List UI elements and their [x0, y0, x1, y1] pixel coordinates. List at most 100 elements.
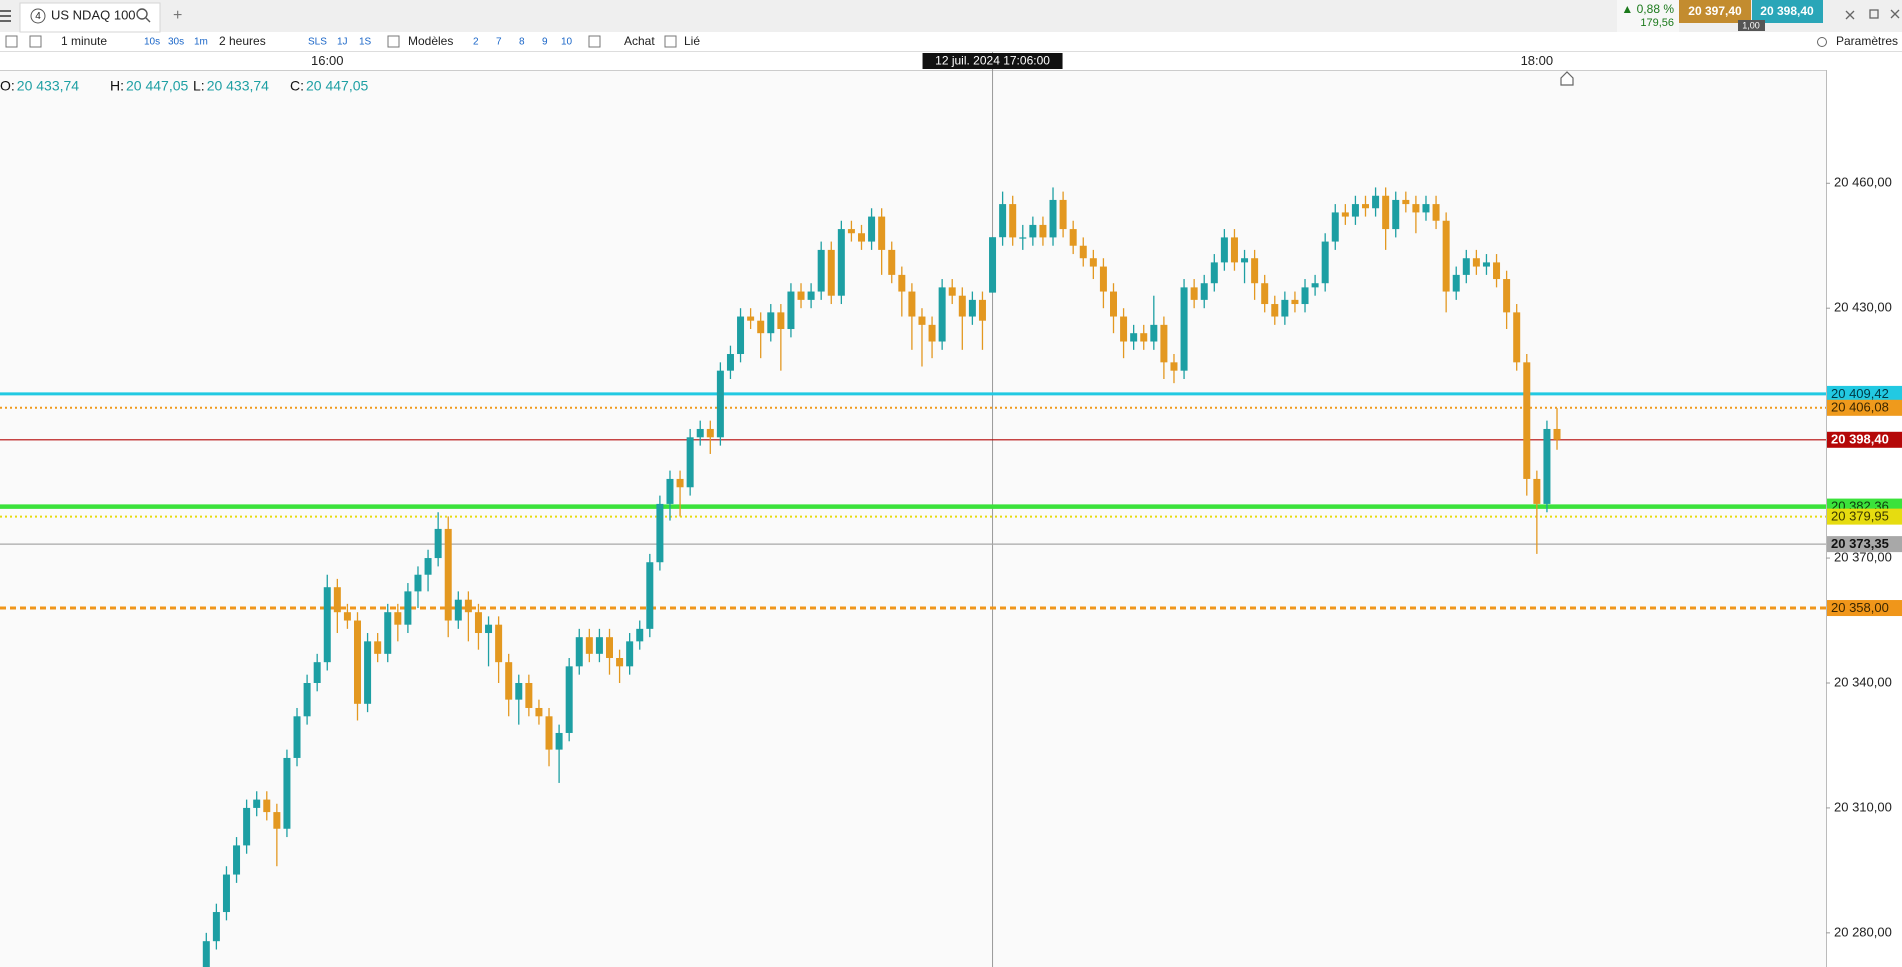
- candle-body: [495, 624, 503, 663]
- candle-body: [1503, 279, 1511, 313]
- candle-body: [777, 312, 785, 330]
- level-label-box: [1827, 600, 1902, 617]
- candle-body: [1472, 258, 1480, 267]
- toolbar-button[interactable]: 30s: [168, 37, 184, 48]
- candle-body: [1029, 224, 1037, 238]
- candle-body: [767, 312, 775, 334]
- toolbar-button[interactable]: 10: [561, 37, 573, 48]
- toolbar-button[interactable]: 1J: [337, 37, 348, 48]
- candle-body: [1200, 283, 1208, 300]
- candle-body: [888, 249, 896, 275]
- candle-body: [404, 591, 412, 625]
- toolbar-icon: [588, 35, 601, 48]
- bid[interactable]: 20 397,40: [1688, 4, 1742, 18]
- toolbar-button[interactable]: 1m: [194, 37, 208, 48]
- level-label: 20 398,40: [1831, 432, 1889, 447]
- ohlc-key: H:: [110, 78, 124, 94]
- level-label-box: [1827, 508, 1902, 525]
- candle-body: [1220, 237, 1228, 263]
- candle-body: [747, 316, 755, 321]
- candle-body: [343, 612, 351, 621]
- candle-body: [666, 478, 674, 504]
- candle-body: [706, 428, 714, 438]
- candle-body: [1452, 274, 1460, 292]
- level-label-box: [1827, 399, 1902, 416]
- candle-body: [1331, 212, 1339, 242]
- candle-body: [1422, 204, 1430, 213]
- settings-icon[interactable]: [1817, 37, 1827, 47]
- y-tick-label: 20 460,00: [1834, 175, 1892, 190]
- candle-body: [222, 874, 230, 913]
- candle-body: [525, 682, 533, 708]
- menu-icon[interactable]: [0, 10, 11, 22]
- candle-body: [233, 845, 241, 875]
- level-label-box: [1827, 431, 1902, 448]
- y-tick-label: 20 340,00: [1834, 674, 1892, 689]
- quote-change-box: [1617, 0, 1679, 32]
- candle-body: [565, 666, 573, 733]
- candle-body: [515, 682, 523, 700]
- settings[interactable]: Paramètres: [1836, 34, 1898, 48]
- add-tab[interactable]: +: [173, 7, 182, 24]
- ask[interactable]: 20 398,40: [1760, 4, 1814, 18]
- candle-body: [1039, 224, 1047, 238]
- candle-body: [726, 354, 734, 371]
- crosshair-label-box: [922, 53, 1063, 69]
- ohlc-value: 20 433,74: [17, 78, 79, 94]
- toolbar-button[interactable]: 9: [542, 37, 548, 48]
- candle-body: [1150, 324, 1158, 342]
- candle-body: [1513, 312, 1521, 363]
- candle-body: [797, 291, 805, 300]
- toolbar-button[interactable]: 10s: [144, 37, 160, 48]
- candle-body: [434, 528, 442, 559]
- candle-body: [1019, 237, 1027, 239]
- candle-body: [1009, 204, 1017, 238]
- candle-body: [616, 658, 624, 667]
- candle-body: [1402, 199, 1410, 205]
- candle-body: [575, 637, 583, 667]
- candle-body: [1210, 262, 1218, 284]
- bid-box[interactable]: [1679, 0, 1751, 23]
- candle-body: [1069, 229, 1077, 246]
- candle-body: [1543, 428, 1551, 504]
- toolbar-button[interactable]: 1S: [359, 37, 372, 48]
- candle-body: [1261, 283, 1269, 305]
- candle-body: [656, 503, 664, 563]
- toolbar-button[interactable]: SLS: [308, 37, 327, 48]
- level-label: 20 406,08: [1831, 400, 1889, 415]
- toolbar-button[interactable]: 1 minute: [61, 34, 107, 48]
- tab[interactable]: [19, 2, 161, 33]
- ohlc-value: 20 433,74: [207, 78, 269, 94]
- candle-body: [1059, 199, 1067, 230]
- candle-body: [757, 320, 765, 334]
- candle-body: [1190, 287, 1198, 300]
- candle-body: [696, 428, 704, 438]
- candle-body: [1079, 245, 1087, 259]
- candle-body: [303, 682, 311, 717]
- toolbar-button[interactable]: 2: [473, 37, 479, 48]
- tab-title[interactable]: US NDAQ 100: [51, 7, 136, 22]
- candle-body: [1482, 262, 1490, 267]
- toolbar-button[interactable]: Lié: [684, 34, 700, 48]
- candle-body: [1523, 362, 1531, 479]
- candle-body: [868, 216, 876, 242]
- candle-body: [716, 370, 724, 438]
- tab-number: 4: [35, 11, 41, 22]
- toolbar: [0, 32, 1902, 51]
- level-label-box: [1827, 385, 1902, 402]
- candle-body: [989, 237, 997, 293]
- candle-body: [454, 599, 462, 621]
- search-icon[interactable]: [136, 8, 151, 23]
- toolbar-icon: [664, 35, 677, 48]
- candle-body: [1180, 287, 1188, 371]
- toolbar-button[interactable]: 7: [496, 37, 502, 48]
- toolbar-button[interactable]: 8: [519, 37, 525, 48]
- toolbar-button[interactable]: Achat: [624, 34, 655, 48]
- ohlc-key: O:: [0, 78, 15, 94]
- toolbar-button[interactable]: 2 heures: [219, 34, 266, 48]
- window-icons[interactable]: [1845, 9, 1900, 20]
- ohlc-key: C:: [290, 78, 304, 94]
- ask-box[interactable]: [1752, 0, 1823, 23]
- candle-body: [1291, 299, 1299, 305]
- toolbar-button[interactable]: Modèles: [408, 34, 453, 48]
